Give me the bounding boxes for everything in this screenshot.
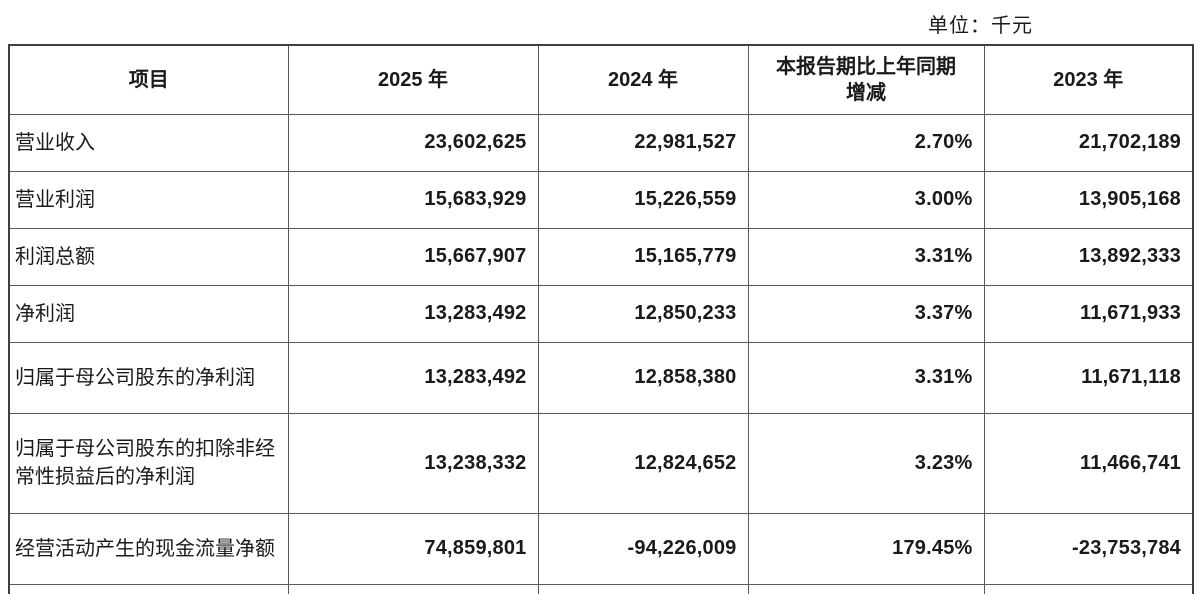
column-header-2025: 2025 年: [287, 44, 539, 115]
row-item-label: 归属于母公司股东的扣除非经常性损益后的净利润: [8, 412, 289, 514]
value-2025: 15,683,929: [287, 170, 539, 229]
value-2024: 12,824,652: [537, 412, 749, 514]
table-row-operating-revenue: 营业收入 23,602,625 22,981,527 2.70% 21,702,…: [8, 113, 1194, 172]
value-change: 179.45%: [747, 512, 985, 585]
value-2025: 13,283,492: [287, 284, 539, 343]
value-2025: 13,238,332: [287, 412, 539, 514]
column-header-change-label: 本报告期比上年同期增减: [776, 55, 956, 104]
table-row-partial-cutoff: [8, 583, 1194, 594]
column-header-change: 本报告期比上年同期增减: [747, 44, 985, 115]
value-change: 3.23%: [747, 412, 985, 514]
row-item-label: 归属于母公司股东的净利润: [8, 341, 289, 414]
table-row-net-profit-parent-excl-nonrecurring: 归属于母公司股东的扣除非经常性损益后的净利润 13,238,332 12,824…: [8, 412, 1194, 514]
row-item-label: 经营活动产生的现金流量净额: [8, 512, 289, 585]
column-header-2024: 2024 年: [537, 44, 749, 115]
financial-summary-table: 项目 2025 年 2024 年 本报告期比上年同期增减 2023 年 营业收入…: [8, 44, 1194, 594]
value-2024: 12,850,233: [537, 284, 749, 343]
value-2023: 11,466,741: [983, 412, 1194, 514]
value-2025: 13,283,492: [287, 341, 539, 414]
table-row-net-profit: 净利润 13,283,492 12,850,233 3.37% 11,671,9…: [8, 284, 1194, 343]
value-2025: 23,602,625: [287, 113, 539, 172]
table-row-operating-cash-flow: 经营活动产生的现金流量净额 74,859,801 -94,226,009 179…: [8, 512, 1194, 585]
column-header-item: 项目: [8, 44, 289, 115]
value-change: 2.70%: [747, 113, 985, 172]
table-header-row: 项目 2025 年 2024 年 本报告期比上年同期增减 2023 年: [8, 44, 1194, 115]
value-2023: 11,671,118: [983, 341, 1194, 414]
column-header-2023: 2023 年: [983, 44, 1194, 115]
value-change: 3.37%: [747, 284, 985, 343]
value-2023: -23,753,784: [983, 512, 1194, 585]
row-item-label: 营业收入: [8, 113, 289, 172]
value-change: 3.00%: [747, 170, 985, 229]
value-2024: 15,165,779: [537, 227, 749, 286]
value-change: 3.31%: [747, 341, 985, 414]
value-2023: 13,905,168: [983, 170, 1194, 229]
value-2025: 15,667,907: [287, 227, 539, 286]
row-item-label: 净利润: [8, 284, 289, 343]
value-2023: 13,892,333: [983, 227, 1194, 286]
value-2024: 12,858,380: [537, 341, 749, 414]
row-item-label: [8, 583, 289, 594]
table-row-net-profit-parent: 归属于母公司股东的净利润 13,283,492 12,858,380 3.31%…: [8, 341, 1194, 414]
value-2024: 22,981,527: [537, 113, 749, 172]
value-2024: -94,226,009: [537, 512, 749, 585]
row-item-label: 营业利润: [8, 170, 289, 229]
unit-label: 单位：千元: [928, 15, 1033, 37]
row-item-label: 利润总额: [8, 227, 289, 286]
value-2024: 15,226,559: [537, 170, 749, 229]
table-row-total-profit: 利润总额 15,667,907 15,165,779 3.31% 13,892,…: [8, 227, 1194, 286]
table-row-operating-profit: 营业利润 15,683,929 15,226,559 3.00% 13,905,…: [8, 170, 1194, 229]
value-change: 3.31%: [747, 227, 985, 286]
value-2023: 11,671,933: [983, 284, 1194, 343]
value-2025: 74,859,801: [287, 512, 539, 585]
value-2023: 21,702,189: [983, 113, 1194, 172]
